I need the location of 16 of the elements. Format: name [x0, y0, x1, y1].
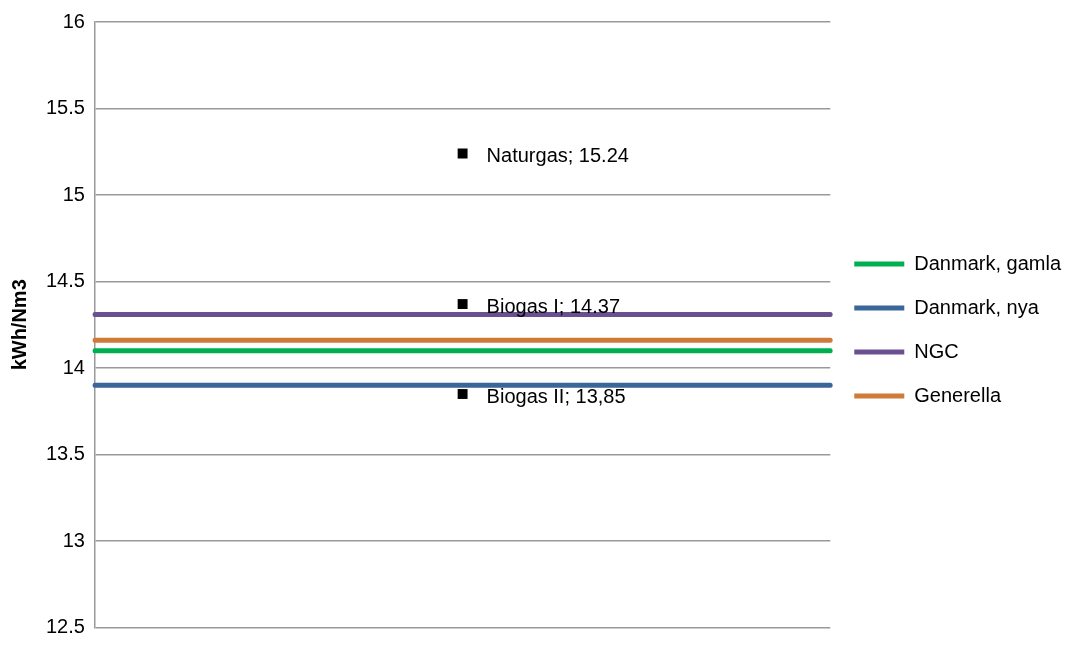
- y-axis-title: kWh/Nm3: [7, 279, 30, 371]
- data-label: Naturgas; 15.24: [486, 144, 629, 167]
- y-tick-label: 15: [62, 182, 85, 205]
- legend-label: Danmark, nya: [914, 295, 1040, 318]
- y-tick-label: 13.5: [45, 442, 85, 465]
- data-label: Biogas I; 14.37: [486, 294, 621, 317]
- y-tick-label: 15.5: [45, 96, 85, 119]
- legend-label: NGC: [914, 339, 959, 362]
- data-label: Biogas II; 13,85: [486, 384, 626, 407]
- y-tick-label: 12.5: [45, 615, 85, 638]
- y-tick-label: 16: [62, 9, 85, 32]
- y-tick-label: 14.5: [45, 269, 85, 292]
- y-tick-label: 14: [62, 355, 85, 378]
- legend-label: Generella: [914, 383, 1002, 406]
- y-tick-label: 13: [62, 528, 85, 551]
- legend-label: Danmark, gamla: [914, 251, 1062, 274]
